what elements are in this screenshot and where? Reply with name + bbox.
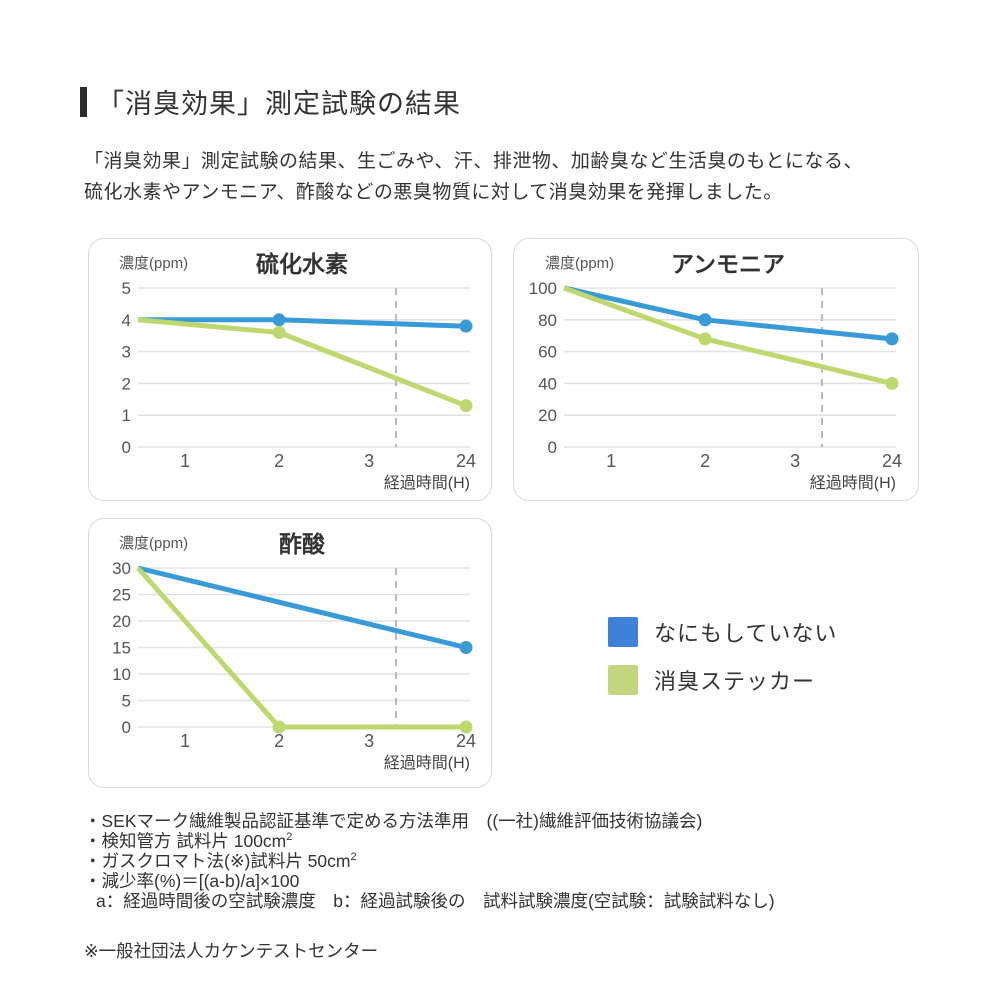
footnote-reduction-formula: ・減少率(%)＝[(a-b)/a]×100 bbox=[84, 871, 300, 891]
x-tick-label: 1 bbox=[606, 451, 616, 471]
legend-label-sticker: 消臭ステッカー bbox=[654, 669, 816, 694]
chart-card-hydrogen-sulfide: 0 1 2 3 4 5 1 2 3 24 濃度(ppm) 硫化水素経過時間(H) bbox=[88, 238, 492, 501]
data-point bbox=[459, 319, 473, 333]
x-tick-label: 1 bbox=[180, 731, 190, 751]
x-axis-label: 経過時間(H) bbox=[384, 474, 470, 492]
y-tick-label: 100 bbox=[529, 279, 557, 298]
y-tick-label: 3 bbox=[122, 343, 131, 362]
intro-line-2: 硫化水素やアンモニア、酢酸などの悪臭物質に対して消臭効果を発揮しました。 bbox=[84, 182, 783, 203]
y-tick-label: 10 bbox=[112, 665, 131, 684]
y-axis-label: 濃度(ppm) bbox=[119, 255, 188, 272]
data-point bbox=[698, 313, 712, 327]
y-tick-label: 0 bbox=[548, 438, 557, 457]
y-axis-label: 濃度(ppm) bbox=[119, 535, 188, 552]
data-point bbox=[272, 326, 286, 340]
x-tick-label: 3 bbox=[364, 731, 374, 751]
superscript-2: 2 bbox=[350, 851, 357, 864]
legend-item-untreated: なにもしていない bbox=[608, 616, 837, 648]
title-accent-bar bbox=[80, 86, 87, 117]
series-line bbox=[563, 285, 893, 342]
x-tick-label: 24 bbox=[882, 451, 902, 471]
data-point bbox=[885, 376, 899, 390]
intro-paragraph: 「消臭効果」測定試験の結果、生ごみや、汗、排泄物、加齢臭など生活臭のもとになる、… bbox=[84, 146, 863, 208]
legend-swatch-green bbox=[608, 665, 638, 695]
y-tick-label: 40 bbox=[538, 374, 557, 393]
footnote-method: ・SEKマーク繊維製品認証基準で定める方法準用 ((一社)繊維評価技術協議会) bbox=[84, 811, 703, 831]
data-point bbox=[459, 641, 473, 654]
intro-line-1: 「消臭効果」測定試験の結果、生ごみや、汗、排泄物、加齢臭など生活臭のもとになる、 bbox=[84, 151, 864, 172]
legend-label-untreated: なにもしていない bbox=[654, 621, 838, 646]
y-tick-label: 0 bbox=[122, 438, 131, 457]
y-tick-label: 0 bbox=[122, 718, 131, 737]
y-tick-label: 30 bbox=[112, 559, 131, 578]
x-tick-label: 3 bbox=[790, 451, 800, 471]
footnote-gas-chromatography: ・ガスクロマト法(※)試料片 50cm2 bbox=[84, 851, 357, 871]
test-center-note: ※一般社団法人カケンテストセンター bbox=[84, 941, 379, 961]
y-axis-label: 濃度(ppm) bbox=[545, 255, 614, 272]
x-tick-label: 1 bbox=[180, 451, 190, 471]
x-tick-label: 3 bbox=[364, 451, 374, 471]
x-tick-label: 2 bbox=[274, 731, 284, 751]
superscript-2: 2 bbox=[286, 831, 293, 844]
x-tick-label: 2 bbox=[700, 451, 710, 471]
footnotes: ・SEKマーク繊維製品認証基準で定める方法準用 ((一社)繊維評価技術協議会) … bbox=[84, 811, 775, 911]
footnote-variable-definitions: a：経過時間後の空試験濃度 b：経過試験後の 試料試験濃度(空試験：試験試料なし… bbox=[96, 891, 775, 911]
x-tick-label: 2 bbox=[274, 451, 284, 471]
data-point bbox=[459, 399, 473, 413]
series-line bbox=[137, 317, 467, 409]
legend-swatch-blue bbox=[608, 617, 638, 647]
y-tick-label: 2 bbox=[122, 374, 131, 393]
y-tick-label: 5 bbox=[122, 279, 131, 298]
footnote-detector-tube: ・検知管方 試料片 100cm2 bbox=[84, 831, 293, 851]
chart-card-ammonia: 0 20 40 60 80 100 1 2 3 24 濃度(ppm) アンモニア経過時間(H) bbox=[513, 238, 919, 501]
x-tick-label: 24 bbox=[456, 451, 476, 471]
x-tick-label: 24 bbox=[456, 731, 476, 751]
chart-title: 酢酸 bbox=[279, 531, 326, 557]
chart-title: アンモニア bbox=[671, 251, 785, 277]
x-axis-label: 経過時間(H) bbox=[810, 474, 896, 492]
x-axis-label: 経過時間(H) bbox=[384, 754, 470, 772]
chart-card-acetic-acid: 0 5 10 15 20 25 30 1 2 3 24 濃度(ppm) 酢酸経過時間(H) bbox=[88, 518, 492, 788]
chart-legend: なにもしていない 消臭ステッカー bbox=[608, 616, 837, 712]
chart-title: 硫化水素 bbox=[256, 251, 348, 277]
y-tick-label: 1 bbox=[122, 406, 131, 425]
y-tick-label: 20 bbox=[112, 612, 131, 631]
y-tick-label: 60 bbox=[538, 343, 557, 362]
legend-item-sticker: 消臭ステッカー bbox=[608, 664, 837, 696]
data-point bbox=[272, 720, 286, 734]
y-tick-label: 80 bbox=[538, 311, 557, 330]
page-header: 「消臭効果」測定試験の結果 bbox=[80, 82, 461, 121]
series-line bbox=[137, 565, 467, 650]
data-point bbox=[698, 332, 712, 346]
data-point bbox=[459, 720, 473, 734]
data-point bbox=[885, 332, 899, 346]
data-point bbox=[272, 313, 286, 327]
y-tick-label: 4 bbox=[122, 311, 131, 330]
y-tick-label: 5 bbox=[122, 692, 131, 711]
y-tick-label: 20 bbox=[538, 406, 557, 425]
page-title: 「消臭効果」測定試験の結果 bbox=[97, 89, 461, 119]
y-tick-label: 15 bbox=[112, 639, 131, 658]
y-tick-label: 25 bbox=[112, 586, 131, 605]
